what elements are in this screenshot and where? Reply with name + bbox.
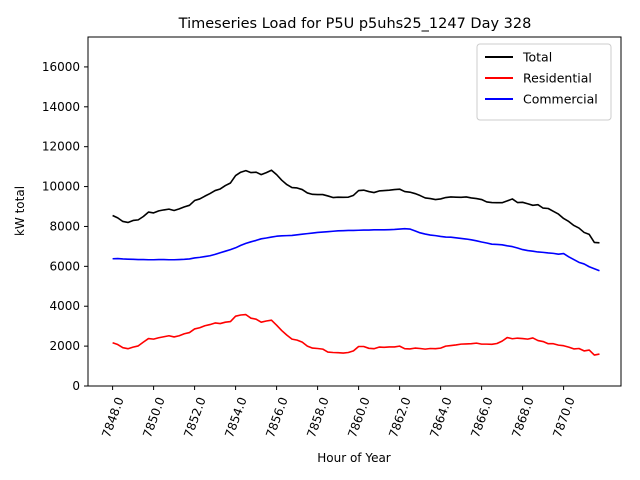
legend-box (476, 43, 612, 121)
y-tick-label: 10000 (42, 180, 80, 194)
legend-label-total: Total (522, 50, 552, 65)
y-axis: 0 2000 4000 6000 8000 10000 12000 14000 16000 (42, 60, 88, 393)
series-layer (112, 169, 600, 356)
y-tick-label: 2000 (49, 339, 80, 353)
y-tick-label: 12000 (42, 140, 80, 154)
y-tick-label: 14000 (42, 100, 80, 114)
legend: Total Residential Commercial (476, 43, 612, 121)
legend-label-residential: Residential (523, 71, 592, 86)
y-tick-label: 8000 (49, 219, 80, 233)
y-tick-label: 6000 (49, 259, 80, 273)
chart-title: Timeseries Load for P5U p5uhs25_1247 Day… (178, 16, 532, 32)
y-tick-label: 4000 (49, 299, 80, 313)
legend-label-commercial: Commercial (523, 92, 598, 107)
series-line-residential (112, 313, 600, 356)
y-tick-label: 16000 (42, 60, 80, 74)
series-line-total (112, 169, 600, 244)
series-line-commercial (112, 227, 600, 272)
plot-frame (87, 36, 622, 387)
y-tick-label: 0 (72, 379, 80, 393)
y-axis-title: kW total (13, 186, 27, 236)
x-axis-title: Hour of Year (317, 451, 391, 465)
